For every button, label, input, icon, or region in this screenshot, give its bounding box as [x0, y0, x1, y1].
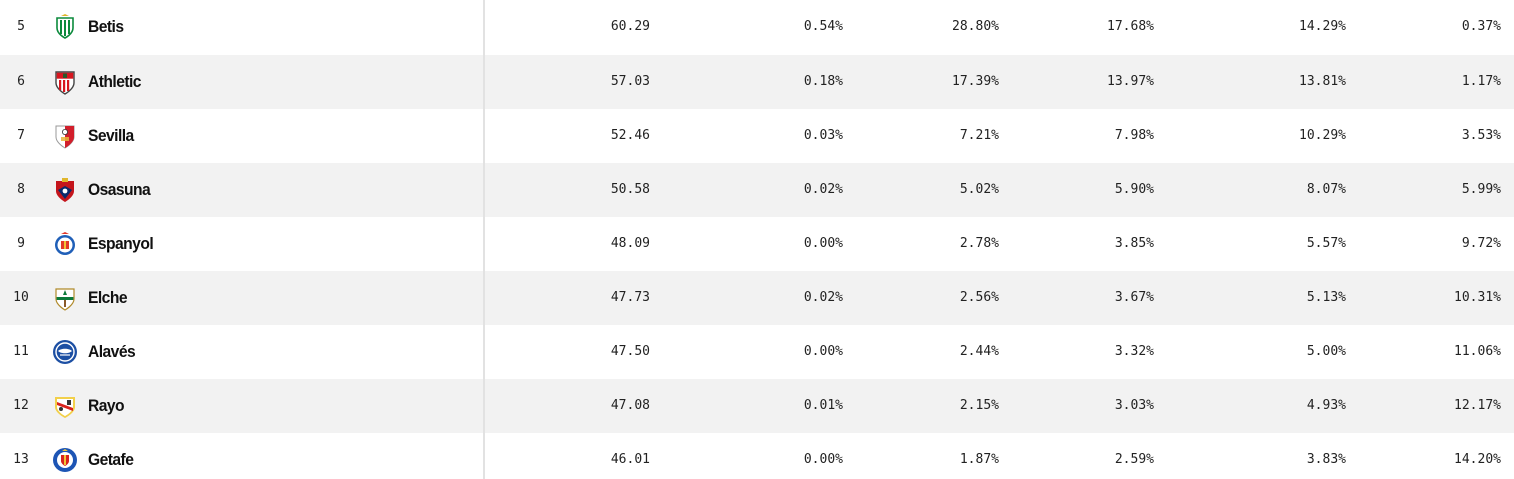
- value-cell: 0.02%: [803, 182, 843, 197]
- value-cell: 0.01%: [803, 398, 843, 413]
- value-cell: 3.53%: [1461, 128, 1501, 143]
- value-cell: 3.83%: [1306, 452, 1346, 467]
- value-cell: 3.32%: [1114, 344, 1154, 359]
- value-cell: 10.29%: [1299, 128, 1346, 143]
- value-cell: 14.20%: [1454, 452, 1501, 467]
- value-cell: 10.31%: [1454, 290, 1501, 305]
- team-name[interactable]: Espanyol: [88, 234, 154, 253]
- team-name[interactable]: Betis: [88, 17, 124, 36]
- rank: 10: [13, 290, 29, 305]
- table-row[interactable]: 5 Betis 60.29 0.54% 28.80% 17.68% 14.29%…: [0, 0, 1514, 54]
- value-cell: 13.81%: [1299, 74, 1346, 89]
- value-cell: 48.09: [610, 236, 650, 251]
- rank: 8: [17, 182, 25, 197]
- value-cell: 2.56%: [959, 290, 999, 305]
- getafe-crest-icon: [53, 448, 77, 472]
- value-cell: 60.29: [610, 19, 650, 34]
- value-cell: 2.44%: [959, 344, 999, 359]
- value-cell: 28.80%: [952, 19, 999, 34]
- rank: 12: [13, 398, 29, 413]
- value-cell: 0.02%: [803, 290, 843, 305]
- value-cell: 8.07%: [1306, 182, 1346, 197]
- value-cell: 5.02%: [959, 182, 999, 197]
- value-cell: 12.17%: [1454, 398, 1501, 413]
- value-cell: 7.98%: [1114, 128, 1154, 143]
- value-cell: 50.58: [610, 182, 650, 197]
- osasuna-crest-icon: [56, 178, 74, 202]
- value-cell: 3.85%: [1114, 236, 1154, 251]
- rank: 6: [17, 74, 25, 89]
- value-cell: 5.13%: [1306, 290, 1346, 305]
- rank: 9: [17, 236, 25, 251]
- value-cell: 2.15%: [959, 398, 999, 413]
- rank: 7: [17, 128, 25, 143]
- table-row[interactable]: 12 Rayo 47.08 0.01% 2.15% 3.03% 4.93% 12…: [0, 379, 1514, 433]
- value-cell: 7.21%: [959, 128, 999, 143]
- value-cell: 14.29%: [1299, 19, 1346, 34]
- value-cell: 1.17%: [1461, 74, 1501, 89]
- value-cell: 17.39%: [952, 74, 999, 89]
- value-cell: 5.90%: [1114, 182, 1154, 197]
- value-cell: 2.59%: [1114, 452, 1154, 467]
- value-cell: 5.99%: [1461, 182, 1501, 197]
- value-cell: 17.68%: [1107, 19, 1154, 34]
- table-row[interactable]: 6 Athletic 57.03 0.18% 17.39% 13.97% 13.…: [0, 55, 1514, 109]
- value-cell: 3.03%: [1114, 398, 1154, 413]
- value-cell: 0.37%: [1461, 19, 1501, 34]
- column-divider: [483, 0, 485, 479]
- team-name[interactable]: Sevilla: [88, 126, 134, 145]
- value-cell: 5.57%: [1306, 236, 1346, 251]
- team-name[interactable]: Alavés: [88, 342, 136, 361]
- team-name[interactable]: Rayo: [88, 396, 125, 415]
- value-cell: 4.93%: [1306, 398, 1346, 413]
- value-cell: 47.50: [610, 344, 650, 359]
- value-cell: 2.78%: [959, 236, 999, 251]
- alaves-crest-icon: [53, 340, 77, 364]
- table-row[interactable]: 11 Alavés 47.50 0.00% 2.44% 3.32% 5.00% …: [0, 325, 1514, 379]
- value-cell: 47.73: [610, 290, 650, 305]
- value-cell: 0.00%: [803, 344, 843, 359]
- value-cell: 5.00%: [1306, 344, 1346, 359]
- value-cell: 46.01: [610, 452, 650, 467]
- value-cell: 57.03: [610, 74, 650, 89]
- rank: 5: [17, 19, 25, 34]
- rank: 11: [13, 344, 29, 359]
- sevilla-crest-icon: [55, 125, 75, 149]
- team-name[interactable]: Getafe: [88, 450, 134, 469]
- team-name[interactable]: Elche: [88, 288, 128, 307]
- table-row[interactable]: 10 Elche 47.73 0.02% 2.56% 3.67% 5.13% 1…: [0, 271, 1514, 325]
- value-cell: 3.67%: [1114, 290, 1154, 305]
- value-cell: 0.03%: [803, 128, 843, 143]
- value-cell: 11.06%: [1454, 344, 1501, 359]
- elche-crest-icon: [55, 288, 75, 311]
- espanyol-crest-icon: [55, 232, 75, 255]
- value-cell: 0.00%: [803, 452, 843, 467]
- athletic-crest-icon: [55, 71, 75, 95]
- value-cell: 0.54%: [803, 19, 843, 34]
- value-cell: 47.08: [610, 398, 650, 413]
- table-row[interactable]: 8 Osasuna 50.58 0.02% 5.02% 5.90% 8.07% …: [0, 163, 1514, 217]
- betis-crest-icon: [56, 14, 74, 39]
- value-cell: 0.18%: [803, 74, 843, 89]
- value-cell: 1.87%: [959, 452, 999, 467]
- table-row[interactable]: 13 Getafe 46.01 0.00% 1.87% 2.59% 3.83% …: [0, 433, 1514, 479]
- value-cell: 0.00%: [803, 236, 843, 251]
- rayo-crest-icon: [55, 397, 75, 418]
- value-cell: 9.72%: [1461, 236, 1501, 251]
- rank: 13: [13, 452, 29, 467]
- value-cell: 13.97%: [1107, 74, 1154, 89]
- team-name[interactable]: Athletic: [88, 72, 141, 91]
- team-name[interactable]: Osasuna: [88, 180, 151, 199]
- table-row[interactable]: 9 Espanyol 48.09 0.00% 2.78% 3.85% 5.57%…: [0, 217, 1514, 271]
- value-cell: 52.46: [610, 128, 650, 143]
- table-row[interactable]: 7 Sevilla 52.46 0.03% 7.21% 7.98% 10.29%…: [0, 109, 1514, 163]
